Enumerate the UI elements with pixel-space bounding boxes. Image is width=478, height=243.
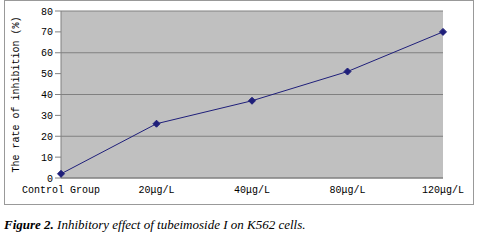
svg-text:0: 0 — [47, 174, 53, 185]
svg-text:Control Group: Control Group — [22, 185, 100, 196]
svg-text:10: 10 — [41, 153, 53, 164]
svg-text:20: 20 — [41, 132, 53, 143]
html-text:Figure 2. Inhibitory effect of: Figure 2. Inhibitory effect of tubeimosi… — [4, 217, 306, 232]
svg-text:60: 60 — [41, 48, 53, 59]
svg-text:20μg/L: 20μg/L — [138, 185, 174, 196]
svg-text:40: 40 — [41, 90, 53, 101]
svg-text:30: 30 — [41, 111, 53, 122]
svg-text:40μg/L: 40μg/L — [234, 185, 270, 196]
svg-text:70: 70 — [41, 27, 53, 38]
svg-text:120μg/L: 120μg/L — [422, 185, 464, 196]
svg-text:80: 80 — [41, 7, 53, 18]
svg-text:50: 50 — [41, 69, 53, 80]
svg-text:The rate of inhibition (%): The rate of inhibition (%) — [11, 16, 22, 172]
svg-text:80μg/L: 80μg/L — [329, 185, 365, 196]
